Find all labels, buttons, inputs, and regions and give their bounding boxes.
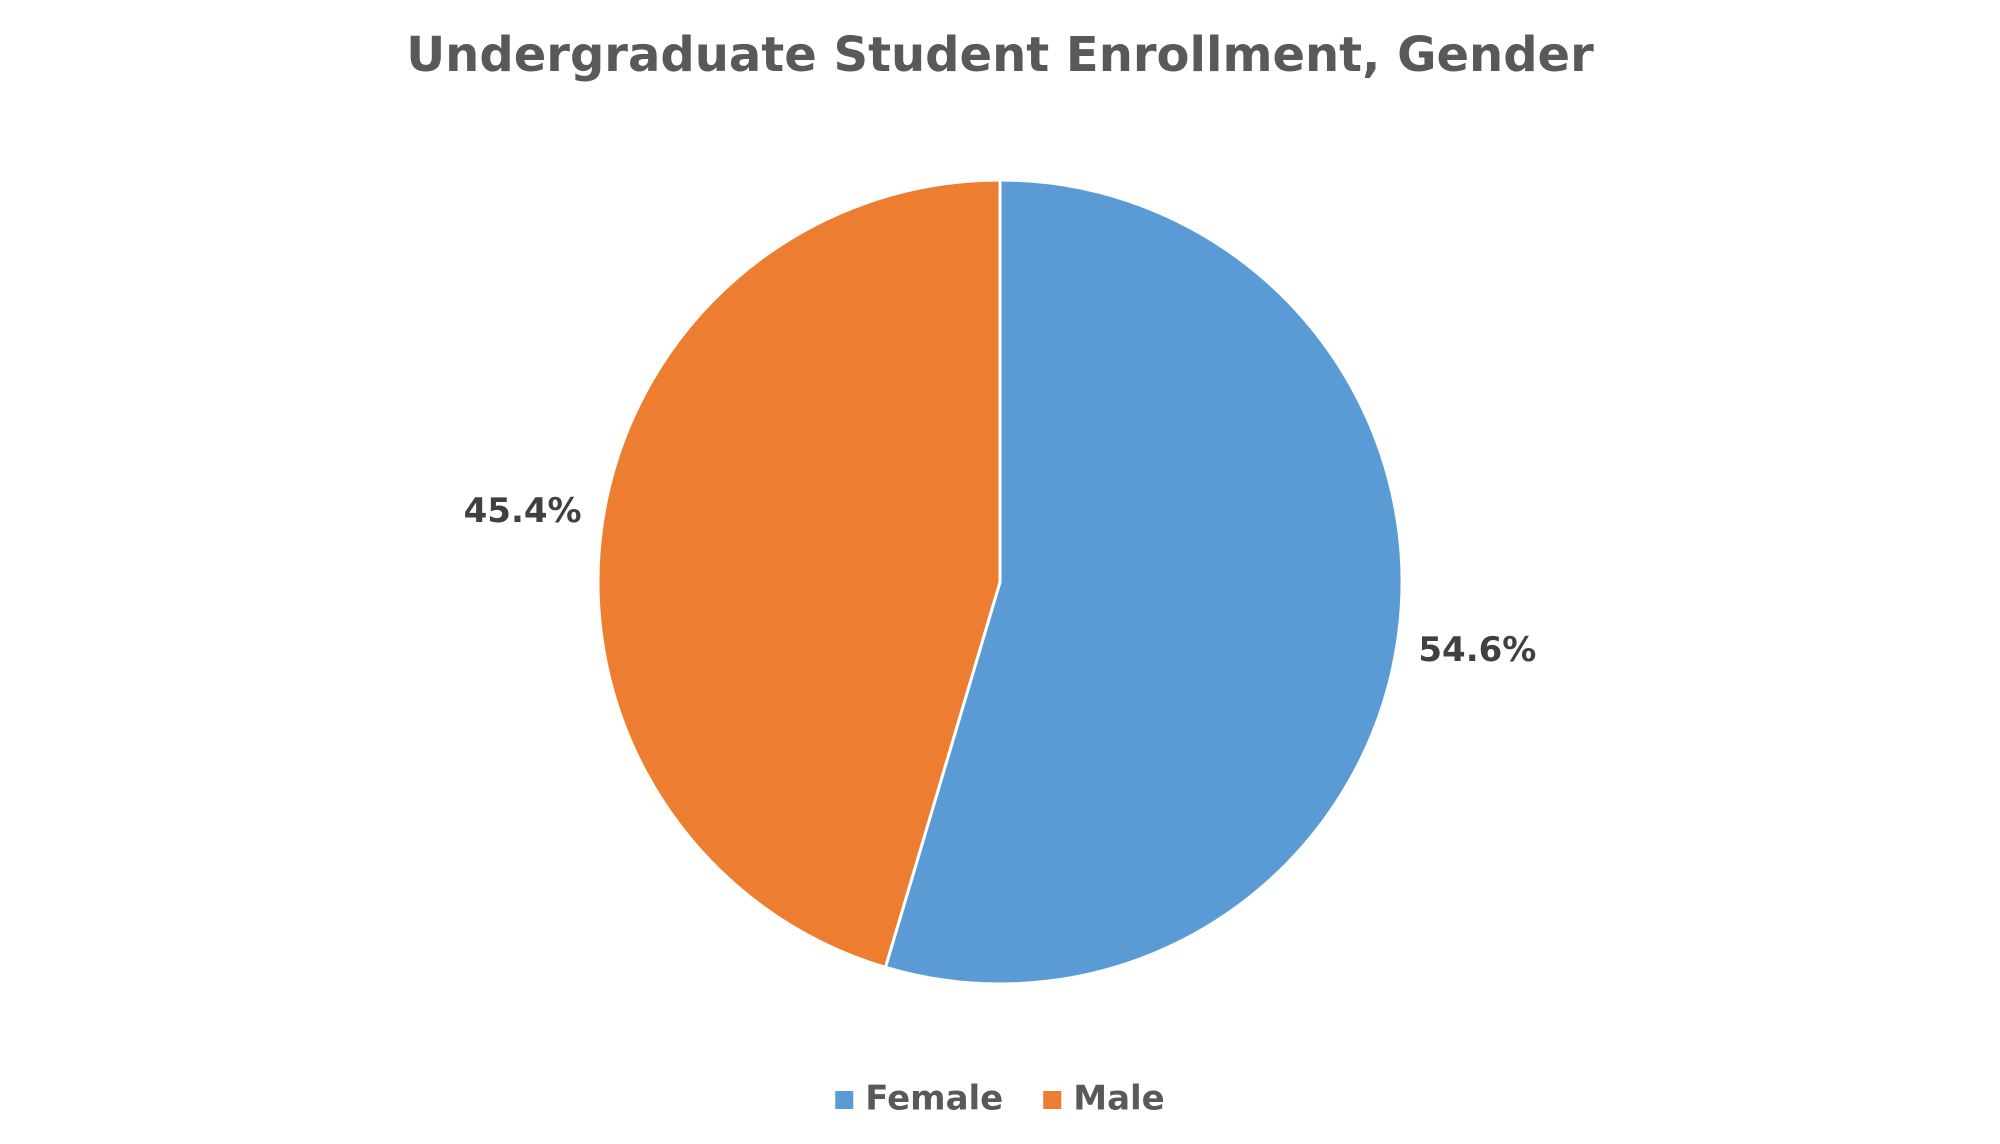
chart-title: Undergraduate Student Enrollment, Gender [406, 27, 1594, 83]
pie-slice [883, 178, 1404, 986]
legend-swatch [835, 1091, 854, 1109]
legend-swatch [1043, 1091, 1062, 1109]
legend-label: Female [865, 1079, 1003, 1119]
value-label: 54.6% [1418, 630, 1536, 670]
pie-slice [596, 178, 1002, 970]
legend-label: Male [1073, 1079, 1165, 1119]
value-label: 45.4% [464, 491, 582, 531]
